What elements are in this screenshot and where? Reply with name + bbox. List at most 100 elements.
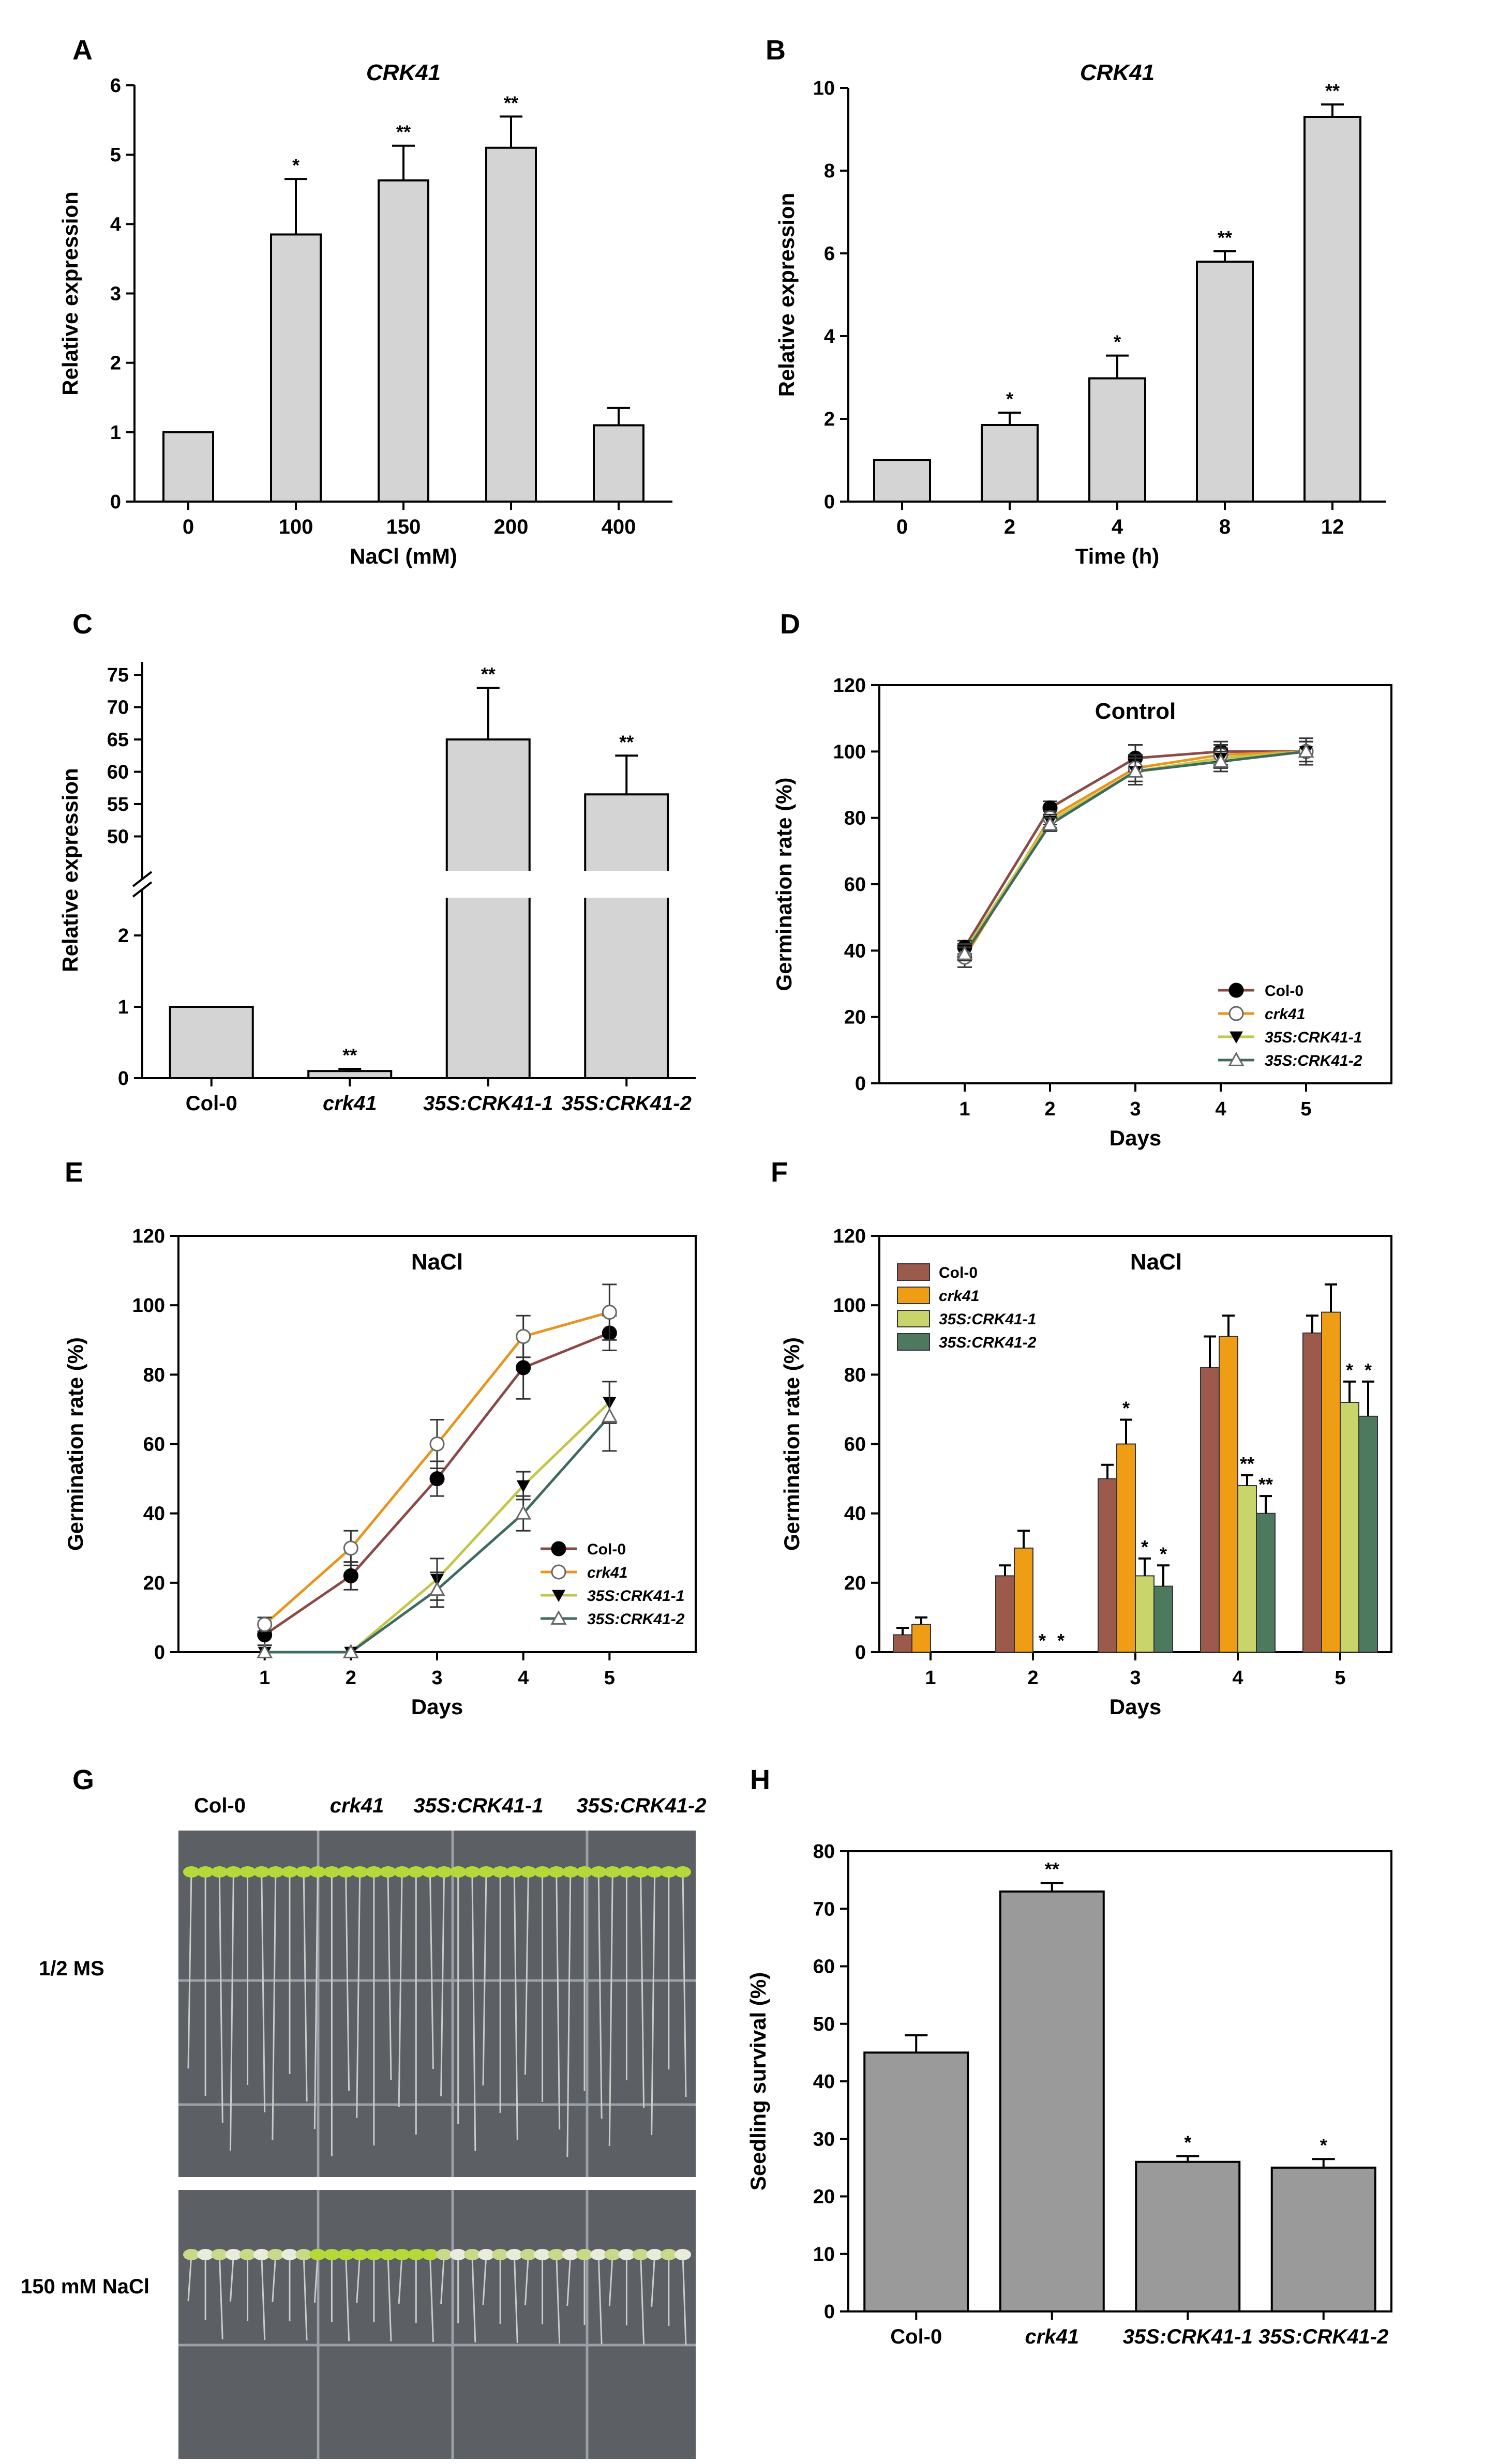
bar bbox=[1196, 261, 1254, 503]
y-axis-label: Germination rate (%) bbox=[63, 1337, 87, 1551]
seedling-leaf bbox=[548, 1866, 565, 1878]
seedling-leaf bbox=[197, 2249, 214, 2260]
seedling-leaf bbox=[604, 1866, 621, 1878]
panel-label-G: G bbox=[72, 1764, 94, 1795]
seedling-leaf bbox=[408, 1866, 425, 1878]
y-tick-label: 4 bbox=[824, 326, 835, 347]
seedling-root bbox=[429, 2254, 434, 2342]
data-point bbox=[429, 1471, 445, 1487]
seedling-root bbox=[556, 1871, 561, 2130]
plate-row-label: 150 mM NaCl bbox=[21, 2275, 149, 2298]
significance-marker: * bbox=[1039, 1630, 1046, 1651]
y-tick-label: 60 bbox=[844, 874, 866, 896]
seedling-root bbox=[303, 1871, 308, 2102]
legend-label: Col-0 bbox=[587, 1541, 626, 1558]
bar bbox=[1014, 1547, 1033, 1653]
y-axis-label: Germination rate (%) bbox=[772, 777, 796, 991]
y-tick-label: 60 bbox=[813, 1956, 835, 1978]
seedling-leaf bbox=[632, 1866, 649, 1878]
x-axis-label: Time (h) bbox=[1075, 544, 1160, 568]
x-tick-label: 2 bbox=[346, 1667, 356, 1689]
bar bbox=[1321, 1311, 1341, 1653]
data-point bbox=[1212, 753, 1229, 768]
significance-marker: * bbox=[1184, 2132, 1191, 2153]
y-tick-label: 10 bbox=[813, 2244, 835, 2265]
seedling-root bbox=[608, 1871, 613, 2146]
seedling-root bbox=[471, 2254, 476, 2343]
y-tick-label: 20 bbox=[143, 1573, 165, 1594]
x-tick-label: 35S:CRK41-2 bbox=[1258, 2325, 1388, 2348]
y-tick-label: 3 bbox=[110, 283, 121, 305]
y-tick-label: 50 bbox=[813, 2014, 835, 2035]
seedling-leaf bbox=[604, 2249, 621, 2260]
x-tick-label: Col-0 bbox=[186, 1092, 237, 1115]
panel-label-B: B bbox=[766, 35, 786, 66]
seedling-root bbox=[566, 1871, 572, 2157]
seedling-root bbox=[682, 1871, 687, 2097]
seedling-root bbox=[387, 2254, 392, 2342]
chart-D-germination-control: 0 20 40 60 80 100 120 1 2 3 4 5 Control Days Germinati… bbox=[772, 675, 1392, 1150]
plate-nacl-photo bbox=[178, 2190, 696, 2459]
x-tick-label: 2 bbox=[1004, 516, 1015, 538]
seedling-leaf bbox=[197, 1866, 214, 1878]
seedling-root bbox=[345, 1871, 350, 2091]
legend-label: crk41 bbox=[587, 1564, 627, 1581]
x-tick-label: 1 bbox=[959, 1098, 970, 1120]
seedling-leaf bbox=[674, 2249, 691, 2260]
y-tick-label: 4 bbox=[110, 214, 121, 235]
x-tick-label: crk41 bbox=[323, 1092, 377, 1115]
legend-swatch bbox=[897, 1287, 930, 1304]
seedling-root bbox=[597, 2254, 603, 2345]
seedling-leaf bbox=[211, 2249, 228, 2260]
y-tick-label: 0 bbox=[118, 1068, 129, 1090]
legend-label: 35S:CRK41-1 bbox=[587, 1588, 684, 1605]
y-tick-label: 80 bbox=[844, 1364, 866, 1386]
data-point bbox=[1127, 763, 1144, 778]
seedling-leaf bbox=[548, 2249, 565, 2260]
panel-G-seedling-plates: Col-0 crk41 35S:CRK41-1 35S:CRK41-2 1/2 … bbox=[21, 1794, 707, 2459]
seedling-root bbox=[640, 1871, 645, 2108]
bar bbox=[863, 2051, 969, 2312]
x-tick-label: 400 bbox=[602, 516, 636, 538]
seedling-leaf bbox=[281, 1866, 298, 1878]
y-tick-label: 80 bbox=[143, 1364, 165, 1386]
seedling-leaf bbox=[618, 2249, 635, 2260]
x-tick-label: 150 bbox=[386, 516, 421, 538]
seedling-leaf bbox=[365, 2249, 382, 2260]
seedling-root bbox=[513, 1871, 518, 2141]
y-tick-label: 2 bbox=[824, 409, 835, 430]
seedling-root bbox=[524, 2254, 529, 2306]
x-tick-label: 35S:CRK41-1 bbox=[423, 1092, 553, 1115]
seedling-leaf bbox=[520, 1866, 537, 1878]
bar bbox=[1237, 1485, 1257, 1653]
significance-marker: ** bbox=[1218, 227, 1232, 248]
seedling-root bbox=[440, 1871, 445, 2097]
seedling-root bbox=[261, 2254, 266, 2340]
y-tick-label: 1 bbox=[118, 996, 129, 1018]
bar bbox=[1116, 1443, 1136, 1653]
data-point bbox=[516, 1360, 531, 1375]
data-point bbox=[1042, 816, 1058, 831]
panel-label-H: H bbox=[750, 1764, 770, 1795]
significance-marker: * bbox=[292, 155, 299, 176]
bar bbox=[584, 793, 669, 1079]
seedling-leaf bbox=[295, 1866, 312, 1878]
seedling-leaf bbox=[211, 1866, 228, 1878]
y-axis-label: Germination rate (%) bbox=[780, 1337, 804, 1551]
bar bbox=[485, 146, 537, 503]
x-tick-label: 35S:CRK41-1 bbox=[1123, 2325, 1253, 2348]
seedling-root bbox=[272, 1871, 277, 2140]
x-tick-label: 12 bbox=[1321, 516, 1344, 538]
seedling-leaf bbox=[632, 2249, 649, 2260]
seedling-root bbox=[187, 1871, 192, 2069]
x-tick-label: 5 bbox=[1335, 1667, 1345, 1689]
y-tick-label: 40 bbox=[844, 1503, 866, 1525]
data-point bbox=[1298, 743, 1314, 758]
y-tick-label: 2 bbox=[118, 925, 129, 947]
x-tick-label: 3 bbox=[1130, 1098, 1141, 1120]
x-tick-label: crk41 bbox=[1025, 2325, 1079, 2348]
bar bbox=[307, 1070, 393, 1079]
y-tick-label: 20 bbox=[813, 2186, 835, 2208]
y-tick-label: 50 bbox=[107, 826, 129, 848]
data-point bbox=[602, 1305, 617, 1320]
